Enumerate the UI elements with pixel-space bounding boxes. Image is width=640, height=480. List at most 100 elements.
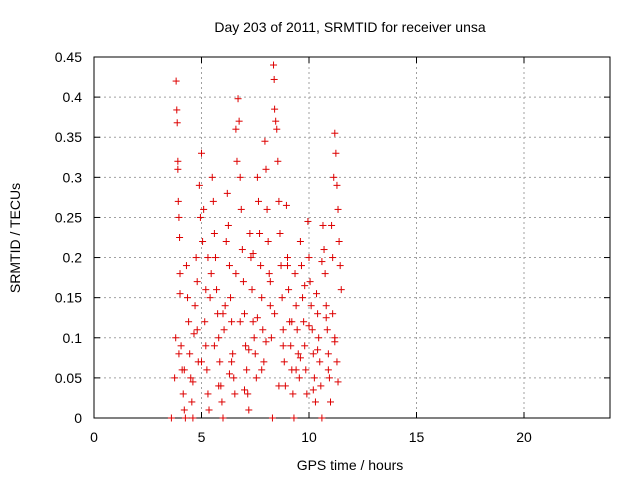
data-point (204, 390, 212, 398)
data-point (275, 382, 283, 390)
data-point (234, 95, 242, 103)
grid-lines (94, 57, 610, 418)
data-point (270, 75, 278, 83)
data-point (266, 278, 274, 286)
data-point (203, 366, 211, 374)
data-point (251, 350, 259, 358)
data-point (270, 61, 278, 69)
data-point (227, 294, 235, 302)
data-point (295, 374, 303, 382)
data-point (284, 254, 291, 262)
data-point (288, 318, 296, 326)
data-point (303, 390, 311, 398)
data-point (317, 382, 325, 390)
data-point (325, 374, 333, 382)
data-point (180, 406, 188, 414)
x-tick-label: 0 (90, 429, 98, 445)
data-point (171, 374, 179, 382)
data-point (175, 213, 183, 221)
data-point (174, 165, 182, 173)
data-point (236, 173, 244, 181)
data-point (329, 254, 337, 262)
data-point (210, 229, 218, 237)
data-point (176, 290, 184, 298)
data-point (179, 390, 187, 398)
data-point (284, 262, 291, 270)
data-point (266, 302, 274, 310)
data-point (334, 205, 342, 213)
data-point (292, 366, 300, 374)
data-point (233, 157, 241, 165)
data-point (333, 181, 341, 189)
data-point (263, 205, 271, 213)
data-point (237, 205, 245, 213)
data-point (221, 302, 229, 310)
data-point (195, 181, 203, 189)
data-point (232, 125, 240, 133)
data-point (172, 77, 180, 85)
data-point (290, 414, 298, 422)
data-point (225, 262, 233, 270)
data-point (333, 358, 341, 366)
data-point (321, 270, 329, 278)
x-tick-label: 5 (198, 429, 206, 445)
data-point (281, 382, 289, 390)
data-point (262, 338, 270, 346)
data-point (188, 398, 196, 406)
data-point (249, 318, 257, 326)
data-point (279, 326, 287, 334)
data-point (248, 286, 256, 294)
data-point (319, 221, 327, 229)
data-point (220, 326, 228, 334)
data-point (213, 286, 221, 294)
data-point (211, 254, 219, 262)
data-point (287, 342, 295, 350)
y-tick-label: 0.1 (63, 330, 83, 346)
data-point (208, 173, 216, 181)
data-point (322, 302, 330, 310)
data-point (198, 149, 205, 157)
x-tick-label: 15 (409, 429, 425, 445)
data-point (250, 334, 258, 342)
y-tick-label: 0.25 (55, 209, 82, 225)
data-point (254, 197, 262, 205)
data-point (332, 149, 340, 157)
data-point (247, 254, 255, 262)
data-point (231, 390, 239, 398)
data-point (249, 250, 257, 258)
data-point (173, 106, 181, 114)
data-point (318, 258, 326, 266)
data-point (200, 205, 208, 213)
y-tick-label: 0 (74, 410, 82, 426)
data-point (259, 326, 267, 334)
data-point (174, 157, 182, 165)
data-point (257, 262, 265, 270)
data-point (245, 406, 253, 414)
data-point (181, 414, 189, 422)
data-point (279, 342, 287, 350)
data-point (223, 189, 231, 197)
data-point (173, 119, 181, 127)
data-point (301, 342, 309, 350)
data-point (243, 366, 251, 374)
data-point (278, 294, 286, 302)
data-point (189, 378, 197, 386)
data-point (192, 254, 200, 262)
plot-frame (93, 56, 611, 419)
data-point (262, 165, 270, 173)
data-point (215, 334, 223, 342)
data-point (196, 213, 204, 221)
data-point (193, 278, 201, 286)
data-point (289, 390, 297, 398)
data-point (167, 414, 175, 422)
data-point (331, 129, 339, 137)
data-point (309, 386, 317, 394)
data-point (215, 382, 223, 390)
data-point (320, 246, 328, 254)
data-point (304, 217, 312, 225)
data-point (198, 358, 205, 366)
data-point (293, 326, 301, 334)
data-point (241, 386, 248, 394)
data-point (314, 346, 322, 354)
